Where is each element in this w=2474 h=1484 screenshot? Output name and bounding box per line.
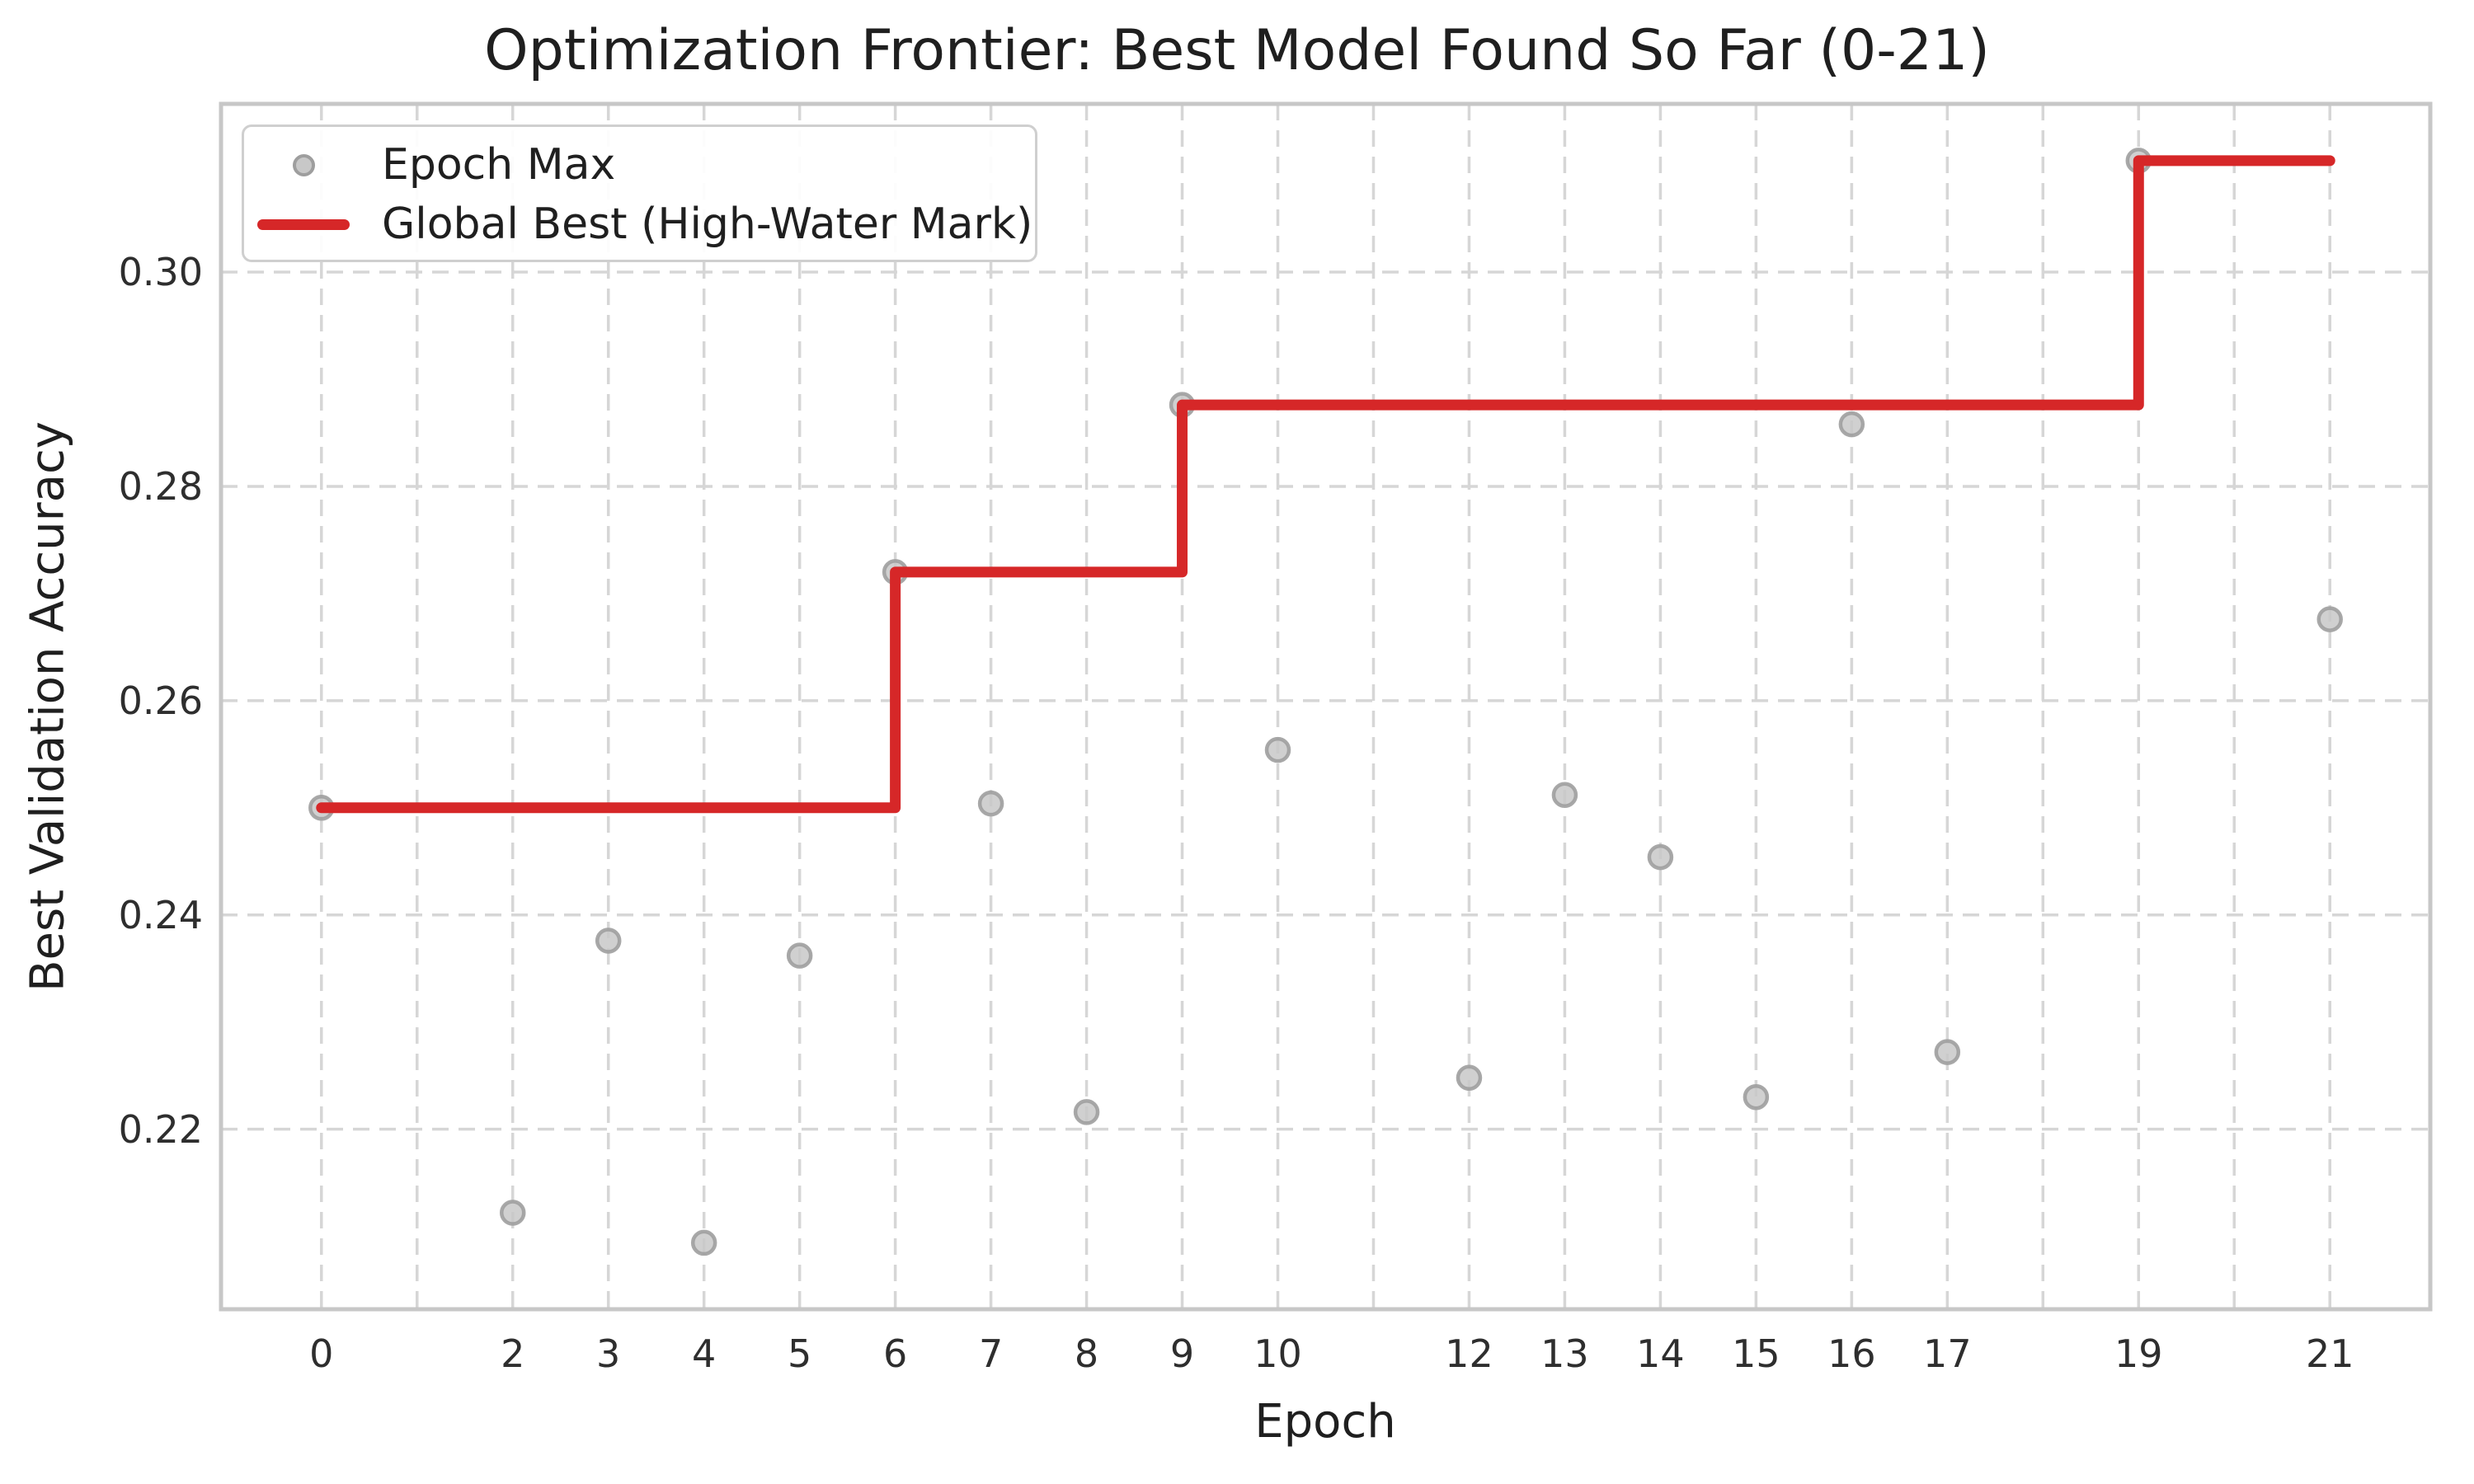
x-axis-label: Epoch [1254, 1395, 1396, 1449]
x-tick-label: 16 [1827, 1331, 1876, 1376]
plot-border [219, 101, 2433, 1312]
epoch-max-point [595, 928, 622, 954]
x-tick-label: 14 [1636, 1331, 1685, 1376]
legend-item-epoch-max: Epoch Max [244, 135, 1035, 195]
epoch-max-point [690, 1229, 717, 1256]
x-tick-label: 13 [1540, 1331, 1589, 1376]
epoch-max-point [786, 942, 813, 969]
x-tick-label: 17 [1923, 1331, 1972, 1376]
y-tick-label: 0.22 [118, 1106, 203, 1152]
y-tick-label: 0.26 [118, 678, 203, 723]
x-tick-label: 6 [882, 1331, 908, 1376]
epoch-max-point [1838, 411, 1865, 438]
x-tick-label: 7 [978, 1331, 1004, 1376]
x-tick-label: 5 [788, 1331, 812, 1376]
epoch-max-point [1073, 1099, 1100, 1125]
chart-title: Optimization Frontier: Best Model Found … [484, 18, 1990, 83]
epoch-max-point [1551, 782, 1578, 808]
y-tick-label: 0.28 [118, 463, 203, 509]
x-tick-label: 3 [596, 1331, 621, 1376]
legend-item-global-best: Global Best (High-Water Mark) [244, 195, 1035, 254]
x-tick-label: 8 [1074, 1331, 1099, 1376]
x-tick-label: 9 [1169, 1331, 1195, 1376]
y-tick-label: 0.30 [118, 250, 203, 295]
legend-marker-col [257, 153, 350, 176]
legend: Epoch Max Global Best (High-Water Mark) [242, 124, 1037, 262]
epoch-max-point [977, 790, 1004, 817]
global-best-line [316, 155, 2335, 814]
epoch-max-point [1456, 1064, 1483, 1092]
legend-label-global-best: Global Best (High-Water Mark) [382, 200, 1033, 249]
x-tick-label: 21 [2305, 1331, 2354, 1376]
x-tick-label: 15 [1732, 1331, 1780, 1376]
epoch-max-point [1647, 843, 1674, 871]
x-tick-label: 10 [1253, 1331, 1302, 1376]
epoch-max-point [1934, 1039, 1961, 1065]
epoch-max-point [1264, 736, 1291, 763]
epoch-max-point [1743, 1083, 1770, 1111]
x-tick-label: 19 [2114, 1331, 2163, 1376]
x-tick-label: 2 [501, 1331, 525, 1376]
x-tick-label: 4 [692, 1331, 717, 1376]
x-tick-label: 0 [309, 1331, 334, 1376]
epoch-max-point [2316, 606, 2343, 632]
y-tick-label: 0.24 [118, 892, 203, 937]
x-tick-label: 12 [1445, 1331, 1493, 1376]
line-marker-icon [257, 218, 350, 230]
scatter-marker-icon [292, 153, 315, 176]
epoch-max-point [499, 1200, 526, 1226]
legend-marker-col [257, 218, 350, 230]
legend-label-epoch-max: Epoch Max [382, 140, 616, 190]
